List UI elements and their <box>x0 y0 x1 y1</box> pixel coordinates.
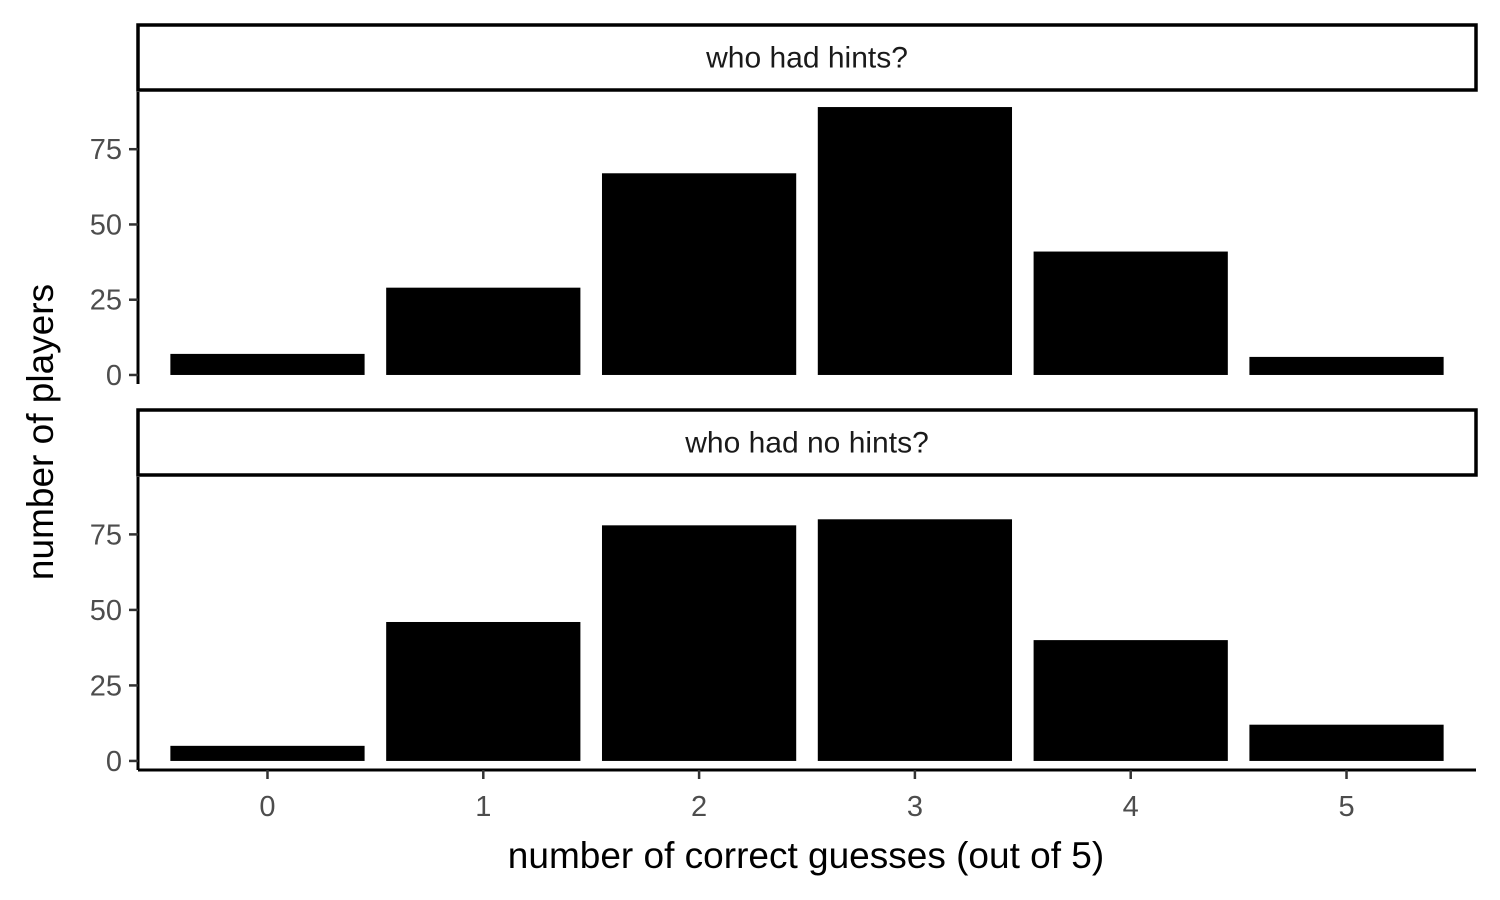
facet-strip-label: who had hints? <box>705 42 908 75</box>
bar-4 <box>1033 640 1228 761</box>
y-axis-title: number of players <box>20 284 61 580</box>
bar-4 <box>1033 251 1228 375</box>
y-tick-label: 75 <box>90 134 122 166</box>
y-tick-label: 50 <box>90 209 122 241</box>
x-tick-label: 3 <box>907 791 923 823</box>
x-tick-label: 4 <box>1123 791 1139 823</box>
facet-strip <box>136 408 1478 477</box>
bar-1 <box>386 621 581 761</box>
y-tick-label: 25 <box>90 285 122 317</box>
x-axis-title: number of correct guesses (out of 5) <box>508 835 1104 876</box>
x-tick-label: 1 <box>475 791 491 823</box>
panel-1: who had hints? 0 25 50 75 <box>90 23 1478 392</box>
y-tick-label: 0 <box>106 360 122 392</box>
bar-3 <box>817 107 1013 375</box>
y-tick-label: 75 <box>90 519 122 551</box>
facet-strip-label: who had no hints? <box>684 427 929 460</box>
bar-3 <box>817 519 1013 761</box>
panel-2: who had no hints? 0 25 50 75 0 1 2 3 4 5 <box>90 408 1478 823</box>
x-tick-label: 0 <box>259 791 275 823</box>
y-tick-label: 0 <box>106 746 122 778</box>
bar-5 <box>1249 356 1444 375</box>
bar-2 <box>601 525 797 761</box>
bar-0 <box>170 353 365 375</box>
x-tick-label: 5 <box>1338 791 1354 823</box>
bar-0 <box>170 745 365 761</box>
bar-5 <box>1249 724 1444 761</box>
y-tick-label: 50 <box>90 595 122 627</box>
facet-strip <box>136 23 1478 92</box>
y-tick-label: 25 <box>90 670 122 702</box>
bar-1 <box>386 287 581 375</box>
bar-2 <box>601 173 797 375</box>
x-tick-label: 2 <box>691 791 707 823</box>
